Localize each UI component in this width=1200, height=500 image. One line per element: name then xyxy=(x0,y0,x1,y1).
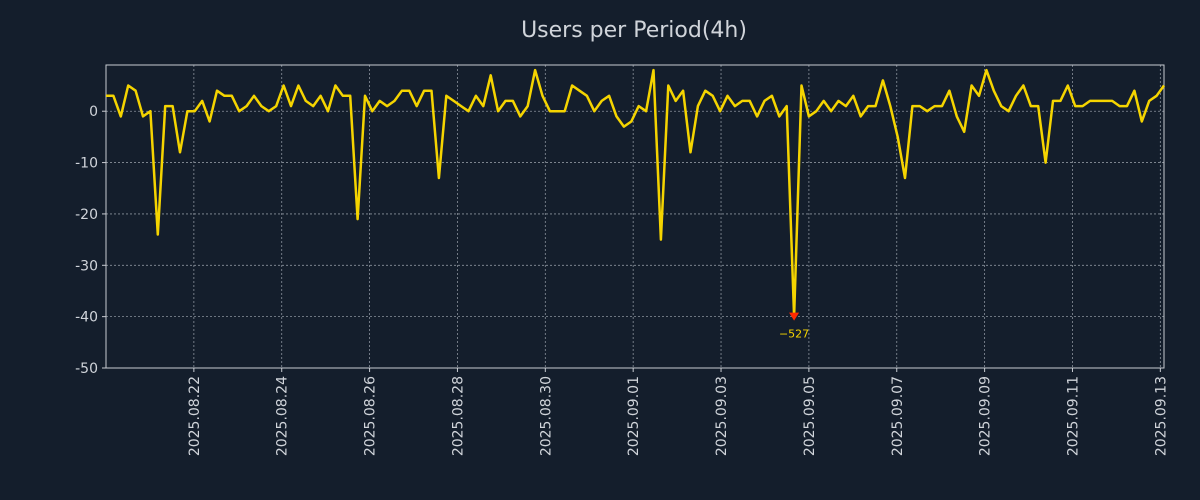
x-tick-label: 2025.09.11 xyxy=(1065,376,1081,456)
x-tick-label: 2025.09.07 xyxy=(890,376,906,456)
grid xyxy=(106,65,1164,368)
y-tick-label: -10 xyxy=(75,156,98,172)
y-tick-label: -50 xyxy=(75,361,98,377)
min-label: −527 xyxy=(779,328,809,341)
y-tick-label: -20 xyxy=(75,207,98,223)
x-tick-label: 2025.09.09 xyxy=(978,376,994,456)
y-axis: 0 -10 -20 -30 -40 -50 xyxy=(75,104,106,377)
x-axis: 2025.08.22 2025.08.24 2025.08.26 2025.08.28… xyxy=(187,368,1169,456)
y-tick-label: 0 xyxy=(89,104,98,120)
y-tick-label: -40 xyxy=(75,310,98,326)
x-tick-label: 2025.09.13 xyxy=(1153,376,1169,456)
x-tick-label: 2025.09.05 xyxy=(802,376,818,456)
x-tick-label: 2025.08.30 xyxy=(538,376,554,456)
chart: Users per Period(4h) 0 -10 -20 -30 -40 -50 20… xyxy=(0,0,1200,500)
x-tick-label: 2025.08.22 xyxy=(187,376,203,456)
y-tick-label: -30 xyxy=(75,258,98,274)
x-tick-label: 2025.08.26 xyxy=(363,376,379,456)
plot-frame xyxy=(106,65,1164,368)
x-tick-label: 2025.09.03 xyxy=(714,376,730,456)
x-tick-label: 2025.09.01 xyxy=(626,376,642,456)
series-line-users xyxy=(106,70,1164,317)
chart-title: Users per Period(4h) xyxy=(521,18,747,43)
x-tick-label: 2025.08.28 xyxy=(450,376,466,456)
x-tick-label: 2025.08.24 xyxy=(275,376,291,456)
